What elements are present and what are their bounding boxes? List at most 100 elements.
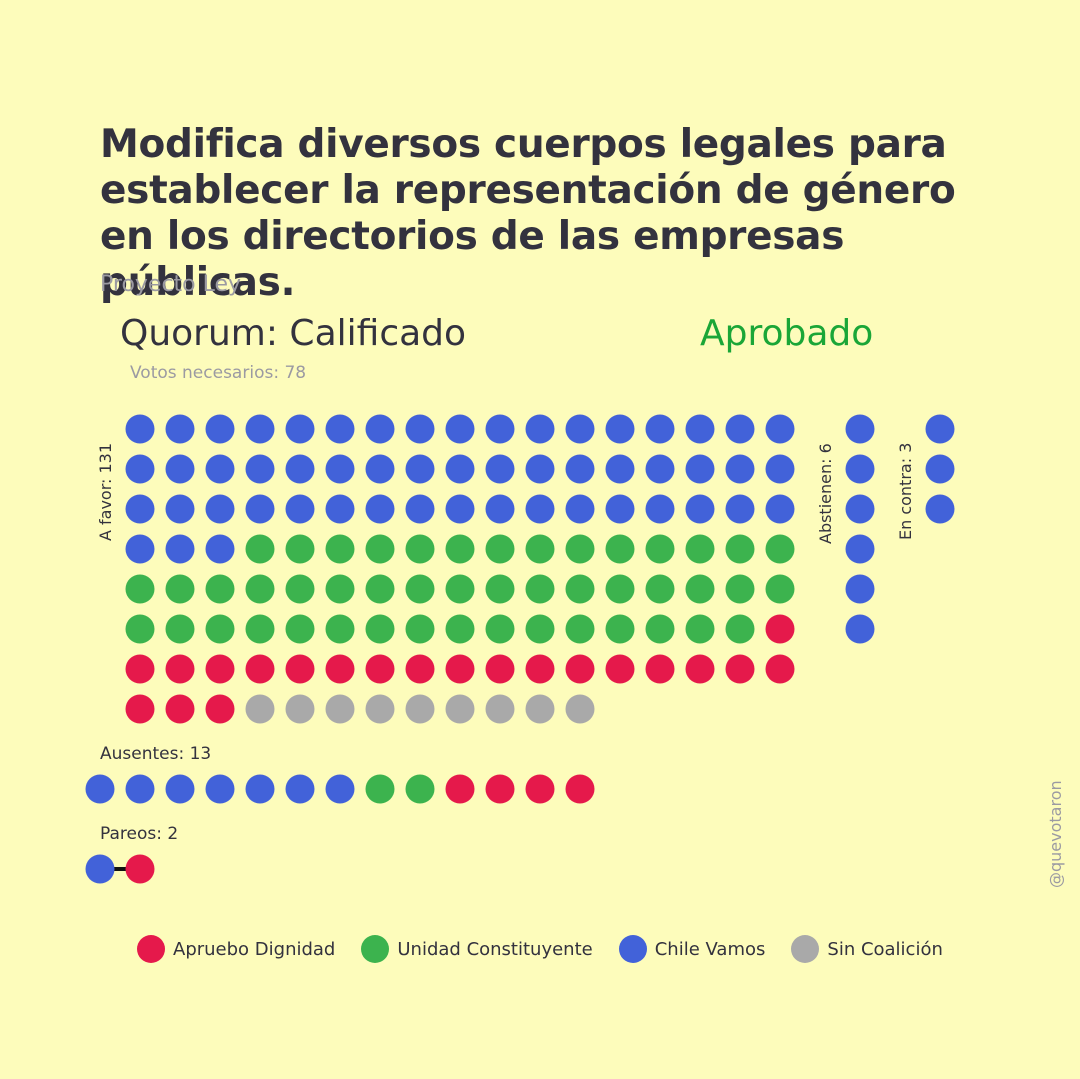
favor-vote-dot [365,614,395,644]
favor-vote-dot [165,534,195,564]
absent-dot [365,774,395,804]
chart-subtitle: Proyecto Ley [100,272,242,297]
favor-vote-dot [445,454,475,484]
favor-vote-dot [645,614,675,644]
favor-vote-dot [405,414,435,444]
abstain-vote-dot [845,614,875,644]
favor-vote-dot [285,694,315,724]
favor-vote-dot [485,654,515,684]
favor-vote-dot [765,414,795,444]
favor-vote-dot [325,494,355,524]
favor-vote-dot [445,414,475,444]
favor-vote-dot [485,614,515,644]
favor-vote-dot [725,574,755,604]
favor-vote-dot [565,414,595,444]
favor-vote-dot [405,494,435,524]
favor-vote-dot [645,494,675,524]
legend-item-unidad-constituyente: Unidad Constituyente [361,935,593,963]
favor-vote-dot [125,494,155,524]
pair-dot [85,854,115,884]
favor-vote-dot [245,694,275,724]
favor-vote-dot [725,454,755,484]
pair-dot [125,854,155,884]
favor-vote-dot [485,494,515,524]
votes-needed-label: Votos necesarios: 78 [130,363,307,383]
favor-vote-dot [445,654,475,684]
absent-dot [165,774,195,804]
favor-vote-dot [725,414,755,444]
favor-vote-dot [645,654,675,684]
absent-dot [325,774,355,804]
favor-vote-dot [165,414,195,444]
favor-vote-dot [565,534,595,564]
favor-vote-dot [245,414,275,444]
favor-vote-dot [765,454,795,484]
against-vote-dot [925,414,955,444]
absent-dot [245,774,275,804]
abstain-vote-dot [845,494,875,524]
favor-vote-dot [125,694,155,724]
legend-swatch [137,935,165,963]
favor-vote-dot [685,454,715,484]
favor-vote-dot [125,534,155,564]
favor-vote-dot [445,614,475,644]
favor-vote-dot [565,454,595,484]
favor-vote-dot [205,534,235,564]
favor-vote-dot [405,454,435,484]
abstain-vote-dot [845,454,875,484]
legend-label: Chile Vamos [654,938,766,960]
abstain-vote-dot [845,574,875,604]
absent-dot [565,774,595,804]
favor-vote-dot [245,654,275,684]
absent-dot [445,774,475,804]
favor-vote-dot [165,654,195,684]
favor-vote-dot [405,574,435,604]
favor-vote-dot [765,574,795,604]
legend-label: Unidad Constituyente [397,938,593,960]
favor-vote-dot [245,494,275,524]
favor-vote-dot [765,494,795,524]
favor-vote-dot [405,534,435,564]
favor-vote-dot [205,694,235,724]
favor-vote-dot [485,574,515,604]
favor-vote-dot [685,574,715,604]
favor-vote-dot [725,614,755,644]
favor-vote-dot [125,654,155,684]
favor-vote-dot [485,454,515,484]
absent-dot [85,774,115,804]
legend-swatch [618,935,647,963]
favor-vote-dot [445,534,475,564]
author-handle: @quevotaron [1046,780,1065,888]
absent-dot [285,774,315,804]
result-status: Aprobado [700,313,874,354]
favor-vote-dot [285,534,315,564]
favor-vote-dot [205,654,235,684]
favor-vote-dot [685,534,715,564]
favor-vote-dot [645,574,675,604]
legend-item-apruebo-dignidad: Apruebo Dignidad [137,935,335,963]
favor-vote-dot [325,454,355,484]
favor-vote-dot [725,534,755,564]
favor-vote-dot [165,614,195,644]
favor-vote-dot [485,694,515,724]
legend-item-sin-coalicion: Sin Coalición [791,935,943,963]
favor-vote-dot [445,574,475,604]
favor-vote-dot [525,654,555,684]
favor-vote-dot [245,614,275,644]
favor-vote-dot [405,614,435,644]
pairs-group-label: Pareos: 2 [100,824,179,844]
legend-swatch [791,935,820,963]
favor-vote-dot [645,534,675,564]
favor-vote-dot [645,414,675,444]
absent-dot [205,774,235,804]
legend-label: Sin Coalición [827,938,943,960]
against-vote-dot [925,454,955,484]
favor-vote-dot [685,494,715,524]
favor-vote-dot [245,574,275,604]
favor-vote-dot [365,414,395,444]
quorum-label: Quorum: Calificado [120,313,467,354]
favor-vote-dot [285,614,315,644]
legend-swatch [361,935,390,963]
favor-vote-dot [205,614,235,644]
